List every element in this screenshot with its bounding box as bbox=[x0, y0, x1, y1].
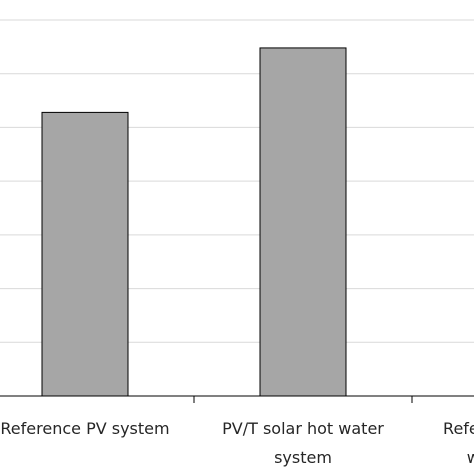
category-labels: Reference PV system PV/T solar hot water s… bbox=[0, 419, 474, 467]
x-tick-label: Reference PV system bbox=[0, 419, 169, 438]
bar bbox=[259, 47, 347, 397]
bars bbox=[41, 47, 347, 397]
x-tick-label: system bbox=[274, 448, 332, 467]
bar bbox=[41, 111, 129, 397]
x-tick-label: PV/T solar hot water bbox=[222, 419, 384, 438]
axes bbox=[0, 395, 474, 403]
x-tick-label: Reference solar hot bbox=[443, 419, 474, 438]
x-tick-label: water system bbox=[467, 448, 474, 467]
